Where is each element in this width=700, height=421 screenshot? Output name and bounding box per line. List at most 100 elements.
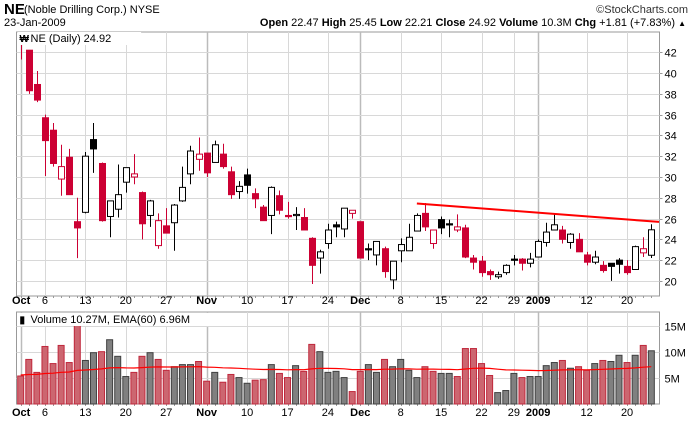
volume-bar [583, 369, 591, 405]
volume-bar [17, 375, 25, 405]
candle-body [260, 206, 267, 222]
candle [365, 243, 372, 261]
candle-body [479, 260, 486, 274]
candle [559, 225, 566, 244]
candle-body [276, 195, 283, 211]
candle [220, 143, 227, 169]
candle [309, 237, 316, 285]
x-tick-label: 12 [581, 407, 593, 419]
candle [325, 223, 332, 249]
volume-bar [154, 358, 162, 405]
x-tick-label: Nov [196, 295, 218, 307]
volume-bar [106, 339, 114, 405]
volume-bar [647, 350, 655, 405]
volume-bar [445, 372, 453, 405]
candle-body [632, 246, 639, 270]
ticker-symbol: NE [4, 1, 25, 18]
x-tick-label: 22 [475, 407, 487, 419]
candle [268, 186, 275, 235]
volume-bar [259, 379, 267, 405]
x-tick-label: 10 [241, 407, 253, 419]
candle [285, 201, 292, 219]
y-tick-label: 22 [665, 256, 677, 268]
candle-body [365, 248, 372, 251]
candle-body [220, 153, 227, 168]
volume-bar [381, 358, 389, 405]
candle-body [163, 225, 170, 234]
volume-bar [356, 370, 364, 405]
trendline [416, 202, 660, 223]
candle-body [357, 221, 364, 259]
candle [66, 148, 73, 196]
volume-bar [65, 362, 73, 405]
up-arrow-icon: ▲ [678, 19, 686, 28]
volume-bar [526, 376, 534, 405]
price-legend-bg [17, 32, 142, 45]
volume-bar [591, 363, 599, 405]
candle-body [139, 192, 146, 225]
candle-body [543, 231, 550, 243]
candle-body [82, 155, 89, 213]
x-tick-label: Oct [12, 407, 31, 419]
candle-body [519, 258, 526, 264]
y-tick-label: 32 [665, 152, 677, 164]
candle [519, 258, 526, 271]
volume-bar [81, 359, 89, 405]
high-value: 25.45 [349, 17, 377, 29]
volume-bar [130, 371, 138, 405]
candle-body [438, 219, 445, 229]
candle-body [608, 262, 615, 267]
candle [34, 70, 41, 103]
x-tick-label: Dec [350, 407, 370, 419]
volume-bar [308, 343, 316, 405]
candle-body [551, 224, 558, 231]
candle-body [66, 156, 73, 196]
x-tick-label: 8 [398, 295, 404, 307]
candle [503, 264, 510, 275]
candle [600, 261, 607, 273]
candle [462, 224, 469, 259]
candle-body [325, 229, 332, 245]
y-tick-label: 26 [665, 215, 677, 227]
candle [107, 200, 114, 238]
volume-value: 10.3M [541, 17, 572, 29]
candle [187, 145, 194, 185]
volume-bar [575, 366, 583, 405]
y-tick-label: 20 [665, 277, 677, 289]
candle-body [470, 257, 477, 263]
low-label: Low [379, 17, 402, 29]
candle-body [90, 139, 97, 150]
candle [624, 260, 631, 275]
candle [82, 152, 89, 214]
volume-bar [631, 354, 639, 405]
candle [406, 223, 413, 252]
candle-body [34, 83, 41, 101]
volume-bar [405, 369, 413, 405]
candle [260, 205, 267, 222]
candle-body [107, 200, 114, 217]
volume-bar [566, 367, 574, 405]
candle-body [390, 260, 397, 281]
candle-body [147, 200, 154, 216]
candle [632, 245, 639, 270]
candle [511, 254, 518, 266]
volume-bar [170, 366, 178, 405]
volume-bar [542, 365, 550, 405]
candle [414, 213, 421, 232]
candle-body [42, 117, 49, 142]
change-value: +1.81 (+7.83%) [599, 17, 676, 29]
candle-body [26, 49, 33, 92]
price-panel [16, 31, 660, 297]
candle [592, 250, 599, 265]
brand-credit: ©StockCharts.com [596, 4, 688, 16]
candle [349, 209, 356, 219]
x-tick-label: 2009 [526, 407, 550, 419]
candle-body [414, 214, 421, 232]
candle-body [422, 212, 429, 228]
volume-bar [284, 377, 292, 405]
price-legend: NE (Daily) 24.92 [31, 33, 112, 45]
x-tick-label: Oct [12, 295, 31, 307]
x-tick-label: 20 [120, 407, 132, 419]
volume-bar [114, 355, 122, 405]
